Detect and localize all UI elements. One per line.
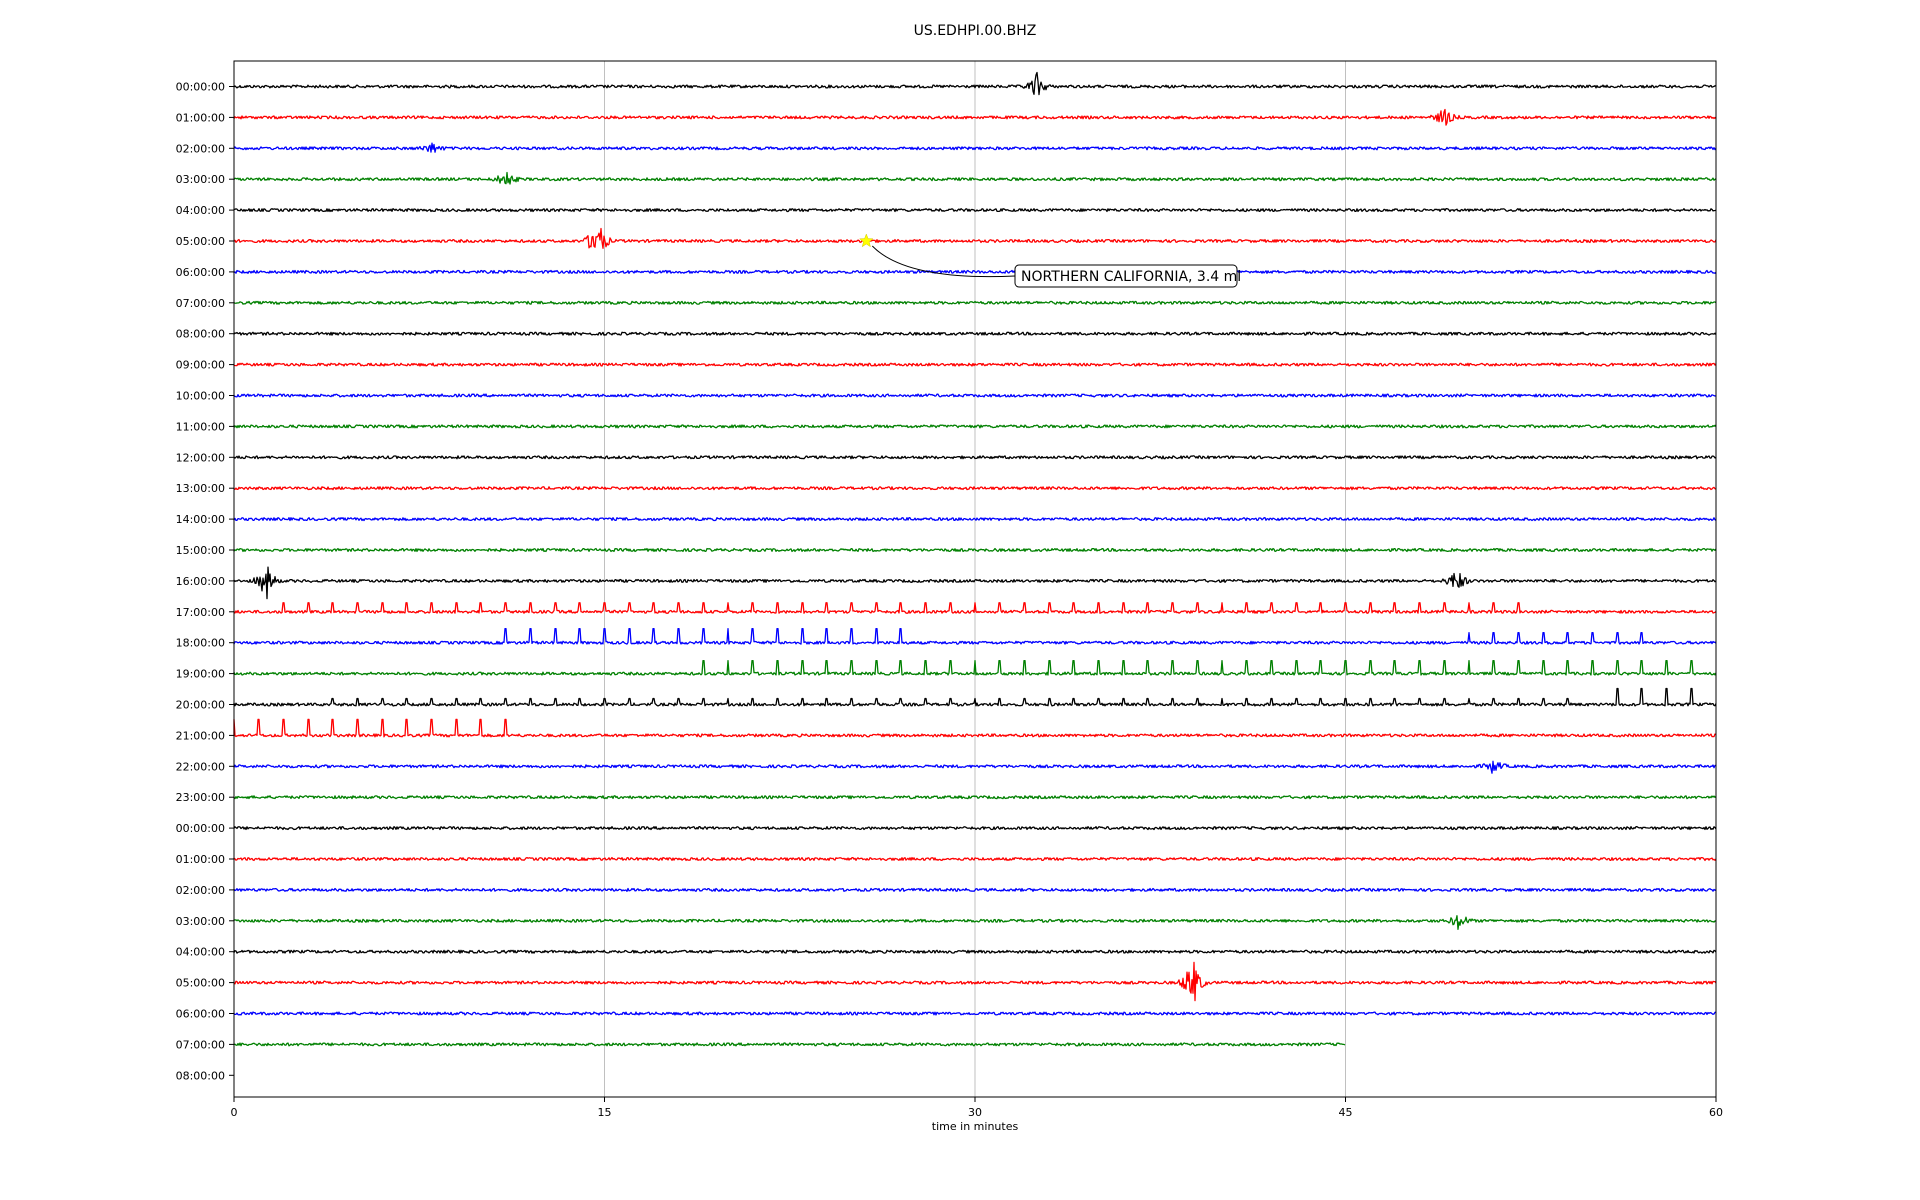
trace-row — [233, 300, 1717, 305]
row-label: 02:00:00 — [176, 142, 225, 155]
trace-row — [233, 856, 1717, 862]
x-axis-ticks: 0 15 30 45 60 — [231, 1097, 1723, 1119]
x-tick-label: 15 — [598, 1106, 612, 1119]
trace-row — [233, 108, 1717, 126]
x-tick-label: 0 — [231, 1106, 238, 1119]
row-label: 19:00:00 — [176, 668, 225, 681]
trace-row — [233, 687, 1717, 707]
x-tick-label: 45 — [1339, 1106, 1353, 1119]
row-label: 17:00:00 — [176, 606, 225, 619]
trace-row — [233, 547, 1717, 553]
event-star-marker — [859, 233, 874, 248]
row-label: 09:00:00 — [176, 359, 225, 372]
event-annotation: NORTHERN CALIFORNIA, 3.4 ml — [859, 233, 1241, 288]
x-tick-label: 30 — [968, 1106, 982, 1119]
trace-row — [233, 71, 1717, 96]
row-label: 10:00:00 — [176, 390, 225, 403]
row-label: 08:00:00 — [176, 1069, 225, 1082]
row-label: 01:00:00 — [176, 111, 225, 124]
row-label: 02:00:00 — [176, 884, 225, 897]
x-tick-label: 60 — [1709, 1106, 1723, 1119]
row-label: 13:00:00 — [176, 482, 225, 495]
trace-row — [233, 393, 1717, 398]
row-label: 05:00:00 — [176, 235, 225, 248]
row-label: 05:00:00 — [176, 977, 225, 990]
trace-row — [233, 718, 1717, 738]
trace-row — [233, 227, 1717, 249]
event-label: NORTHERN CALIFORNIA, 3.4 ml — [1021, 269, 1241, 285]
x-axis-label: time in minutes — [932, 1120, 1019, 1133]
row-label: 07:00:00 — [176, 297, 225, 310]
trace-row — [233, 269, 1717, 274]
row-label: 22:00:00 — [176, 760, 225, 773]
trace-row — [233, 1011, 1716, 1016]
trace-row — [233, 517, 1717, 522]
trace-row — [233, 760, 1717, 774]
event-leader-line — [871, 245, 1016, 278]
row-label: 21:00:00 — [176, 729, 225, 742]
row-label: 23:00:00 — [176, 791, 225, 804]
row-label: 14:00:00 — [176, 513, 225, 526]
row-label: 04:00:00 — [176, 946, 225, 959]
trace-row — [233, 1042, 1346, 1047]
trace-row — [233, 961, 1717, 1002]
chart-title: US.EDHPI.00.BHZ — [914, 23, 1037, 39]
vertical-grid — [604, 61, 1346, 1097]
row-label: 00:00:00 — [176, 81, 225, 94]
row-label: 06:00:00 — [176, 266, 225, 279]
trace-row — [233, 331, 1717, 336]
event-label-box — [1014, 264, 1238, 288]
trace-row — [233, 602, 1717, 614]
trace-row — [233, 171, 1717, 185]
row-label: 04:00:00 — [176, 204, 225, 217]
seismogram-traces — [233, 71, 1717, 1047]
row-time-labels: 00:00:00 01:00:00 02:00:00 03:00:00 04:00:00… — [176, 81, 234, 1082]
row-label: 08:00:00 — [176, 328, 225, 341]
trace-row — [233, 826, 1717, 831]
row-label: 11:00:00 — [176, 420, 225, 433]
row-label: 18:00:00 — [176, 637, 225, 650]
row-label: 16:00:00 — [176, 575, 225, 588]
trace-row — [233, 915, 1717, 930]
row-label: 03:00:00 — [176, 173, 225, 186]
row-label: 03:00:00 — [176, 915, 225, 928]
plot-frame — [233, 60, 1717, 1098]
trace-row — [233, 424, 1717, 429]
trace-row — [233, 208, 1717, 213]
row-label: 01:00:00 — [176, 853, 225, 866]
row-label: 15:00:00 — [176, 544, 225, 557]
trace-row — [233, 659, 1717, 676]
row-label: 12:00:00 — [176, 451, 225, 464]
row-label: 00:00:00 — [176, 822, 225, 835]
row-label: 06:00:00 — [176, 1008, 225, 1021]
trace-row — [233, 566, 1717, 600]
trace-row — [233, 486, 1717, 491]
trace-row — [233, 628, 1717, 645]
trace-row — [233, 455, 1717, 460]
trace-row — [233, 142, 1717, 153]
trace-row — [233, 949, 1717, 954]
trace-row — [233, 887, 1717, 892]
trace-row — [233, 362, 1717, 367]
trace-row — [233, 795, 1717, 800]
row-label: 20:00:00 — [176, 699, 225, 712]
row-label: 07:00:00 — [176, 1038, 225, 1051]
